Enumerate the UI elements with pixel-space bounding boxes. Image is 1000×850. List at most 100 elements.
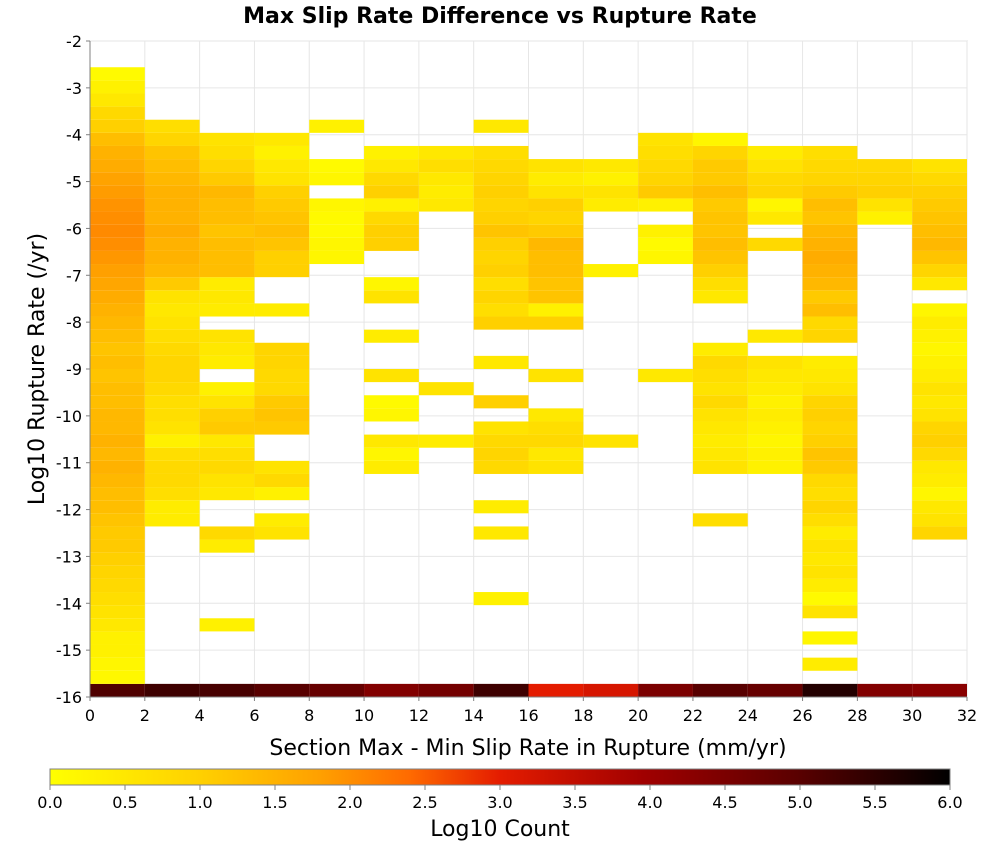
heatmap-cell [254,382,310,396]
heatmap-cell [528,172,584,186]
x-tick-label: 16 [518,706,538,725]
heatmap-cell [254,460,310,474]
heatmap-cell [144,277,200,291]
heatmap-cell [90,342,145,356]
heatmap-cell [802,159,858,173]
heatmap-cell [692,250,748,265]
heatmap-cell [254,473,310,488]
heatmap-cell [254,185,310,199]
heatmap-cell [692,198,748,212]
heatmap-cell [309,172,365,186]
heatmap-cell [144,382,200,396]
heatmap-cell [418,145,474,160]
heatmap-cell [857,198,913,212]
heatmap-cell [144,224,200,238]
heatmap-cell [912,355,967,369]
heatmap-cell [90,224,145,238]
heatmap-cell [90,172,145,186]
heatmap-cell [802,172,858,186]
y-tick-labels: -16 -15 -14 -13 -12 -11 -10 -9 -8 -7 -6 -5 -4 -3 -2 [56,32,90,707]
x-tick-label: 0 [85,706,95,725]
heatmap-cell [199,329,255,343]
heatmap-cell [802,237,858,251]
heatmap-cell [857,172,913,186]
heatmap-cell [912,172,967,186]
heatmap-cell [802,592,858,606]
heatmap-cell [90,119,145,133]
heatmap-cell [364,290,419,304]
heatmap-cell [309,237,365,251]
heatmap-cell [747,355,803,369]
heatmap-cell [473,172,529,186]
x-tick-label: 6 [249,706,259,725]
heatmap-cell [254,211,310,225]
heatmap-cell [747,421,803,435]
heatmap-cell [912,159,967,173]
heatmap-cell [364,369,419,383]
heatmap-cell [144,395,200,409]
x-tick-label: 2 [140,706,150,725]
heatmap-cell [747,447,803,461]
heatmap-cell [199,277,255,291]
heatmap-cell [802,565,858,579]
heatmap-cell [912,277,967,291]
colorbar-tick-label: 1.5 [262,793,287,812]
heatmap-cell [528,408,584,422]
heatmap-cell [144,513,200,527]
y-tick-label: -6 [66,219,82,238]
heatmap-cell [528,447,584,461]
heatmap-cell [638,250,693,265]
heatmap-cell [528,237,584,251]
heatmap-cell [90,618,145,632]
heatmap-cell [473,185,529,199]
heatmap-cell [528,683,584,697]
heatmap-cell [692,211,748,225]
heatmap-cell [90,539,145,553]
heatmap-cell [802,355,858,369]
heatmap-cell [912,434,967,448]
heatmap-cell [144,683,200,697]
heatmap-cell [528,198,584,212]
x-tick-label: 12 [409,706,429,725]
x-tick-label: 10 [354,706,374,725]
heatmap-cell [418,434,474,448]
heatmap-cell [912,473,967,488]
heatmap-cell [90,644,145,658]
heatmap-cell [583,159,639,173]
heatmap-cell [912,211,967,225]
heatmap-cell [802,683,858,697]
x-tick-label: 20 [628,706,648,725]
colorbar-tick-label: 4.5 [712,793,737,812]
heatmap-cell [473,159,529,173]
heatmap-cell [144,185,200,199]
heatmap-cell [638,159,693,173]
heatmap-cell [418,185,474,199]
heatmap-cell [473,500,529,514]
heatmap-cell [364,185,419,199]
heatmap-cell [90,631,145,645]
heatmap-cell [144,487,200,501]
heatmap-cell [473,460,529,474]
heatmap-cell [802,631,858,645]
x-tick-label: 24 [738,706,758,725]
heatmap-cell [473,224,529,238]
heatmap-cell [309,250,365,265]
heatmap-cell [144,145,200,160]
heatmap-cell [199,132,255,146]
heatmap-cell [199,473,255,488]
heatmap-cell [364,211,419,225]
heatmap-cell [912,683,967,697]
heatmap-cell [692,290,748,304]
heatmap-cell [528,434,584,448]
y-tick-label: -11 [56,454,82,473]
heatmap-cell [199,526,255,540]
x-tick-label: 32 [957,706,977,725]
heatmap-cell [638,237,693,251]
heatmap-cell [418,382,474,396]
heatmap-cell [583,434,639,448]
heatmap-cell [802,552,858,566]
heatmap-cell [473,683,529,697]
heatmap-cell [802,605,858,619]
heatmap-cell [90,303,145,317]
